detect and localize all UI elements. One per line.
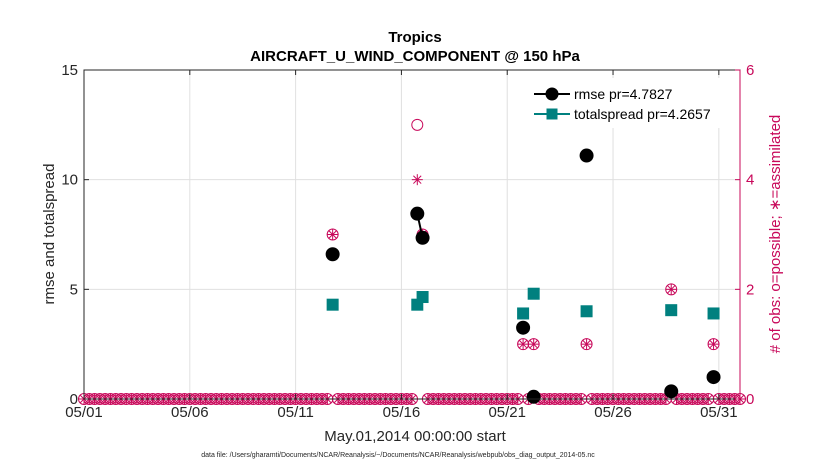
x-tick-label: 05/31 xyxy=(700,404,738,421)
obs-possible-marker xyxy=(411,118,424,131)
legend: rmse pr=4.7827 totalspread pr=4.2657 xyxy=(528,78,734,128)
totalspread-point xyxy=(326,298,339,311)
y-tick-label: 5 xyxy=(70,281,78,298)
legend-label: rmse pr=4.7827 xyxy=(574,86,673,102)
rmse-point xyxy=(410,206,425,221)
x-tick-label: 05/06 xyxy=(171,404,209,421)
legend-box xyxy=(528,78,734,128)
totalspread-point xyxy=(580,305,593,318)
rmse-point xyxy=(579,148,594,163)
x-tick-label: 05/01 xyxy=(65,404,103,421)
legend-rmse-marker xyxy=(545,87,559,101)
obs-assimilated-marker xyxy=(581,338,593,350)
y-tick-label: 0 xyxy=(70,391,78,408)
x-axis-ticks: 05/01 05/06 05/11 05/16 05/21 05/26 05/31 xyxy=(65,70,738,421)
x-tick-label: 05/16 xyxy=(383,404,421,421)
x-tick-label: 05/26 xyxy=(594,404,632,421)
data-file-footnote: data file: /Users/gharamti/Documents/NCA… xyxy=(201,452,595,459)
x-axis-label: May.01,2014 00:00:00 start xyxy=(324,428,506,445)
chart-subtitle: AIRCRAFT_U_WIND_COMPONENT @ 150 hPa xyxy=(250,48,580,65)
obs-assimilated-marker xyxy=(528,338,540,350)
obs-assimilated-marker xyxy=(327,229,339,240)
x-tick-label: 05/11 xyxy=(277,404,313,421)
totalspread-point xyxy=(707,307,720,320)
rmse-point xyxy=(516,320,531,335)
rmse-point xyxy=(664,384,679,399)
right-axis-label: # of obs: o=possible; ∗=assimilated xyxy=(767,115,784,354)
totalspread-point xyxy=(517,307,530,320)
data-series xyxy=(325,148,721,404)
legend-totalspread-marker xyxy=(546,108,558,120)
legend-label: totalspread pr=4.2657 xyxy=(574,106,711,122)
totalspread-point xyxy=(665,304,678,317)
right-tick-label: 4 xyxy=(746,172,754,189)
y-tick-label: 10 xyxy=(61,172,78,189)
right-axis-ticks: 0 2 4 6 xyxy=(735,62,754,408)
right-tick-label: 6 xyxy=(746,62,754,79)
chart-title: Tropics xyxy=(388,29,441,46)
obs-assimilated-marker xyxy=(411,174,423,186)
y-axis-ticks: 0 5 10 15 xyxy=(61,62,89,408)
rmse-point xyxy=(706,370,721,385)
totalspread-point xyxy=(527,287,540,300)
right-tick-label: 2 xyxy=(746,281,754,298)
y-tick-label: 15 xyxy=(61,62,78,79)
obs-assimilated-marker xyxy=(517,338,529,350)
obs-assimilated-marker xyxy=(665,283,677,295)
obs-assimilated-marker xyxy=(708,338,720,350)
y-axis-label: rmse and totalspread xyxy=(41,164,58,305)
rmse-point xyxy=(415,230,430,245)
right-tick-label: 0 xyxy=(746,391,754,408)
x-tick-label: 05/21 xyxy=(488,404,526,421)
rmse-point xyxy=(526,389,541,404)
totalspread-point xyxy=(416,291,429,304)
rmse-point xyxy=(325,247,340,262)
